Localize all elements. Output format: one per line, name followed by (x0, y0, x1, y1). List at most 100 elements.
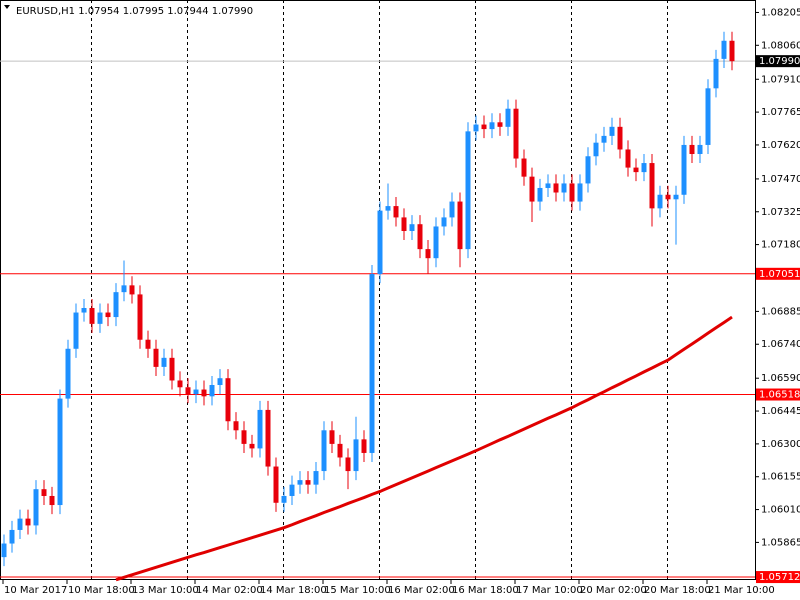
y-tick-label: 1.05865 (761, 537, 800, 548)
y-tick-label: 1.07910 (761, 74, 800, 85)
candle-body (377, 210, 383, 275)
candle-body (457, 201, 463, 250)
candle-body (9, 529, 15, 544)
candle-body (497, 122, 503, 127)
y-tick-label: 1.07620 (761, 140, 800, 151)
candle-body (129, 285, 135, 295)
candle-body (217, 378, 223, 386)
candle-body (81, 308, 87, 313)
y-tick-label: 1.06300 (761, 439, 800, 450)
candle-body (617, 126, 623, 150)
y-tick-label: 1.07470 (761, 174, 800, 185)
y-tick-label: 1.07180 (761, 240, 800, 251)
candle-body (657, 194, 663, 209)
candle-body (409, 224, 415, 232)
candle-body (593, 142, 599, 157)
candle-body (201, 389, 207, 397)
y-tick-label: 1.06445 (761, 406, 800, 417)
candle-body (209, 385, 215, 397)
candle-body (489, 122, 495, 130)
x-tick-label: 14 Mar 02:00 (196, 585, 263, 596)
candle-body (697, 144, 703, 155)
y-tick-label: 1.07765 (761, 107, 800, 118)
candle-body (105, 312, 111, 318)
x-tick-label: 16 Mar 02:00 (388, 585, 455, 596)
header-arrow (4, 5, 10, 9)
y-tick-label: 1.07325 (761, 207, 800, 218)
candle-body (305, 480, 311, 485)
candle-body (633, 167, 639, 173)
y-tick-label: 1.08205 (761, 7, 800, 18)
candle-body (401, 217, 407, 232)
x-tick-label: 20 Mar 02:00 (580, 585, 647, 596)
candle-body (25, 518, 31, 526)
x-tick-label: 17 Mar 10:00 (516, 585, 583, 596)
level-label-box (756, 388, 800, 401)
candle-body (609, 126, 615, 136)
candle-body (537, 187, 543, 202)
level-label: 1.07051 (759, 269, 800, 280)
x-tick-label: 20 Mar 18:00 (644, 585, 711, 596)
candle-body (433, 226, 439, 259)
x-tick-label: 13 Mar 10:00 (132, 585, 199, 596)
candle-body (33, 489, 39, 526)
candle-body (473, 124, 479, 132)
candle-body (713, 58, 719, 89)
y-tick-label: 1.06740 (761, 339, 800, 350)
candle-body (289, 484, 295, 496)
candle-body (321, 430, 327, 472)
candle-body (545, 183, 551, 188)
candle-body (17, 518, 23, 530)
candle-body (345, 457, 351, 472)
candle-body (585, 156, 591, 184)
candle-body (97, 312, 103, 324)
y-tick-label: 1.06010 (761, 505, 800, 516)
candle-body (705, 88, 711, 145)
candle-body (681, 144, 687, 195)
candle-body (241, 430, 247, 444)
candle-body (369, 274, 375, 453)
candle-body (481, 124, 487, 130)
candle-body (225, 378, 231, 422)
candle-body (169, 357, 175, 381)
candle-body (337, 443, 343, 458)
candle-body (313, 471, 319, 485)
candle-body (529, 176, 535, 202)
candle-body (729, 40, 735, 62)
candle-body (57, 398, 63, 506)
candle-body (625, 149, 631, 168)
candle-body (153, 348, 159, 367)
candle-body (73, 312, 79, 349)
period-separators (91, 0, 668, 580)
candle-body (193, 389, 199, 395)
candle-body (113, 292, 119, 318)
candle-body (265, 409, 271, 467)
candle-body (449, 201, 455, 218)
candle-body (417, 224, 423, 250)
y-tick-label: 1.06885 (761, 306, 800, 317)
level-label: 1.05712 (759, 572, 800, 583)
candle-body (689, 144, 695, 155)
candle-body (329, 430, 335, 444)
candle-body (601, 135, 607, 143)
candle-body (233, 421, 239, 431)
level-label-box (756, 267, 800, 280)
candle-body (257, 409, 263, 449)
candle-body (673, 194, 679, 200)
candle-body (641, 163, 647, 173)
y-tick-label: 1.06590 (761, 373, 800, 384)
candle-body (49, 495, 55, 506)
x-tick-label: 10 Mar 2017 (4, 585, 67, 596)
y-tick-label: 1.06155 (761, 472, 800, 483)
candle-body (465, 131, 471, 250)
level-label: 1.06518 (759, 390, 800, 401)
candle-body (393, 206, 399, 218)
candle-body (1, 543, 7, 558)
candle-body (561, 183, 567, 193)
moving-average (115, 315, 733, 582)
candle-body (385, 206, 391, 211)
level-label-box (756, 571, 800, 584)
candle-body (569, 183, 575, 202)
candle-body (441, 217, 447, 227)
x-tick-label: 21 Mar 10:00 (708, 585, 775, 596)
